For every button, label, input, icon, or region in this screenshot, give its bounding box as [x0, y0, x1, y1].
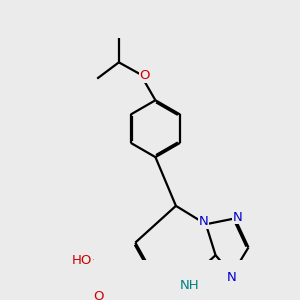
Text: N: N — [227, 271, 237, 284]
Text: N: N — [198, 215, 208, 228]
Text: NH: NH — [179, 279, 199, 292]
Text: O: O — [93, 290, 104, 300]
Text: O: O — [139, 69, 150, 82]
Text: N: N — [233, 211, 242, 224]
Text: HO: HO — [72, 254, 92, 266]
